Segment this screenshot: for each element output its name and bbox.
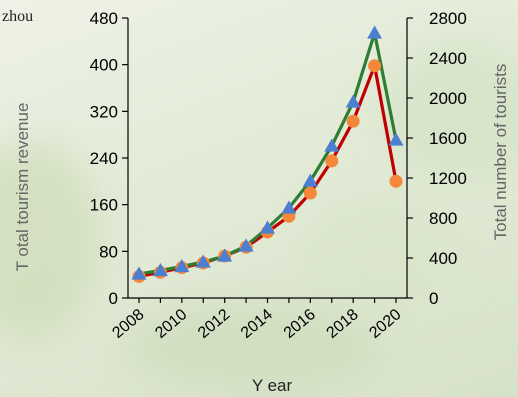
y-right-tick-label: 1600 (429, 129, 467, 148)
series-1-point (346, 114, 360, 128)
series-2-point (260, 220, 275, 234)
y-left-tick-label: 240 (90, 149, 118, 168)
y-left-tick-label: 80 (99, 242, 118, 261)
series-2-point (302, 173, 318, 187)
x-tick-label: 2016 (281, 306, 319, 342)
y-left-tick-label: 400 (90, 56, 118, 75)
series-2-point (131, 266, 147, 280)
series-2-point (367, 25, 383, 39)
place-label: zhou (2, 8, 34, 25)
y-left-tick-label: 320 (90, 102, 118, 121)
series-2-point (152, 263, 168, 277)
y-right-tick-label: 0 (429, 289, 438, 308)
series-1-point (368, 59, 382, 73)
y-right-tick-label: 1200 (429, 169, 467, 188)
y-right-tick-label: 2400 (429, 49, 467, 68)
series-2-point (195, 254, 211, 268)
series-2-point (281, 200, 297, 214)
x-tick-label: 2012 (195, 306, 233, 342)
y-left-tick-label: 0 (109, 289, 118, 308)
x-tick-label: 2008 (109, 306, 147, 342)
x-tick-label: 2014 (238, 306, 276, 342)
y-right-tick-label: 2000 (429, 89, 467, 108)
series-2-point (174, 259, 190, 273)
series-line-1 (138, 64, 398, 278)
chart-axes: 0 80 160 240 320 400 480 0 400 800 1200 1600 2000 240… (90, 9, 467, 342)
series-2-point (217, 248, 233, 262)
y-left-tick-label: 480 (90, 9, 118, 28)
y-axis-left-label: T otal tourism revenue (13, 103, 32, 272)
series-2-point (324, 138, 340, 152)
series-1-point (303, 186, 317, 200)
series-2-point (345, 94, 361, 108)
x-axis-label: Y ear (252, 376, 293, 395)
x-tick-label: 2018 (324, 306, 362, 342)
x-tick-label: 2010 (152, 306, 190, 342)
y-right-tick-label: 2800 (429, 9, 467, 28)
series-2-point (238, 238, 254, 252)
y-axis-right-label: Total number of tourists (491, 64, 510, 241)
series-1-point (389, 174, 403, 188)
chart-series (131, 25, 404, 283)
y-left-tick-label: 160 (90, 196, 118, 215)
y-right-tick-label: 400 (429, 249, 457, 268)
y-right-tick-label: 800 (429, 209, 457, 228)
series-2-point (388, 132, 404, 146)
x-tick-label: 2020 (366, 306, 404, 342)
series-1-point (325, 154, 339, 168)
